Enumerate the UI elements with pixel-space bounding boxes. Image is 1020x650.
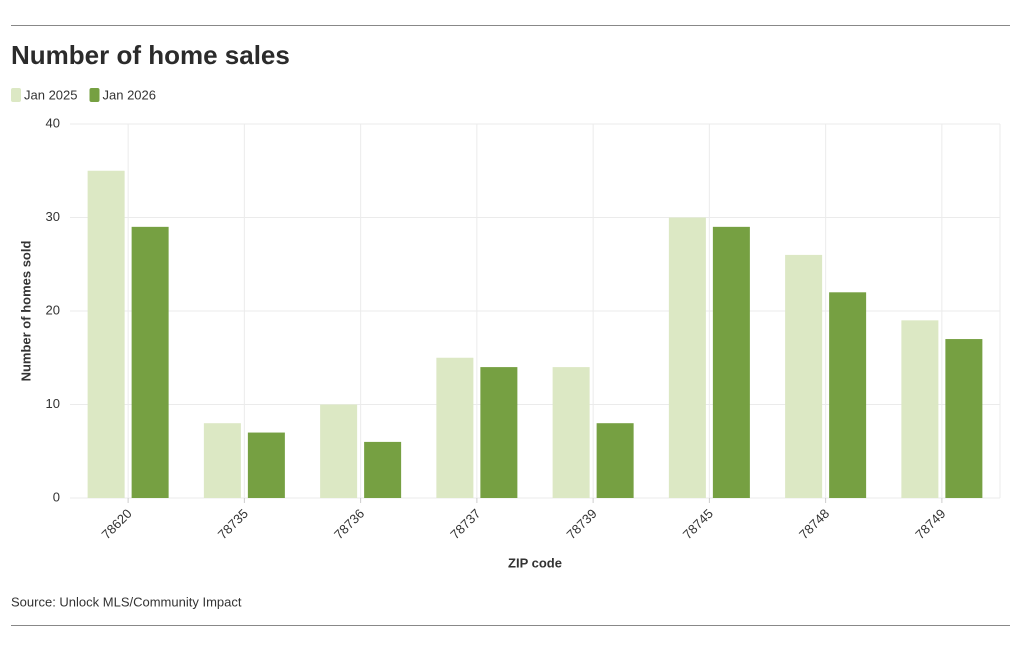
x-tick-label: 78737 — [447, 506, 483, 542]
bar — [785, 254, 823, 498]
y-tick-label: 20 — [46, 302, 60, 317]
bar — [364, 441, 402, 498]
bar — [829, 292, 867, 498]
y-tick-label: 30 — [46, 209, 60, 224]
bar — [436, 357, 474, 498]
y-tick-label: 40 — [46, 115, 60, 130]
bar — [596, 423, 634, 498]
bar — [247, 432, 285, 498]
x-tick-label: 78735 — [215, 506, 251, 542]
legend-label: Jan 2026 — [103, 87, 157, 102]
bar — [320, 404, 358, 498]
x-tick-label: 78745 — [680, 506, 716, 542]
bar — [901, 320, 939, 498]
x-tick-label: 78748 — [796, 506, 832, 542]
bar — [668, 217, 706, 498]
legend: Jan 2025 Jan 2026 — [11, 87, 156, 102]
legend-swatch — [11, 88, 21, 102]
y-axis-title: Number of homes sold — [18, 241, 33, 382]
chart-title: Number of home sales — [11, 40, 290, 70]
legend-swatch — [89, 88, 100, 102]
bar — [712, 226, 750, 498]
bar — [87, 170, 125, 498]
x-tick-label: 78736 — [331, 506, 367, 542]
y-tick-label: 10 — [46, 396, 60, 411]
x-tick-label: 78620 — [99, 506, 135, 542]
bar — [945, 339, 983, 498]
bar — [480, 367, 518, 498]
bar — [552, 367, 590, 498]
y-tick-label: 0 — [53, 489, 60, 504]
bar — [131, 226, 169, 498]
bar — [203, 423, 241, 498]
x-tick-label: 78739 — [564, 506, 600, 542]
x-tick-label: 78749 — [912, 506, 948, 542]
legend-label: Jan 2025 — [24, 87, 78, 102]
source-note: Source: Unlock MLS/Community Impact — [11, 594, 242, 609]
x-axis-title: ZIP code — [508, 555, 562, 570]
